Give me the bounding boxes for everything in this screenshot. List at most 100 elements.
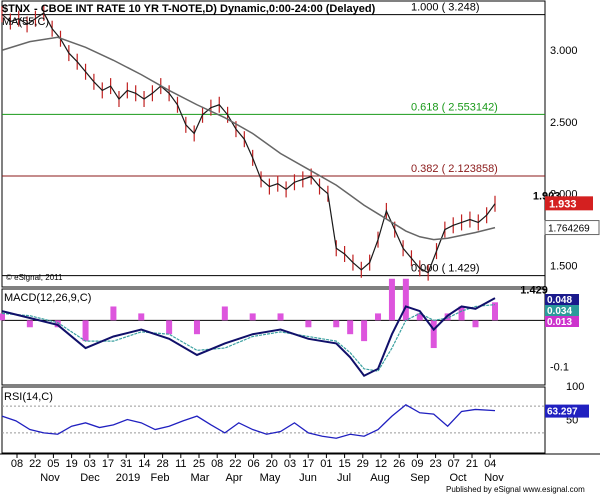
copyright-label: © eSignal, 2011 <box>6 273 63 282</box>
price-panel-frame <box>1 0 546 288</box>
fib-level-label: 0.382 ( 2.123858) <box>411 163 498 175</box>
x-month-label: May <box>260 472 281 484</box>
macd-last-box <box>545 316 579 327</box>
macd-last-box <box>545 305 579 316</box>
x-tick-label: 19 <box>65 458 77 470</box>
macd-histogram-bar <box>402 278 409 321</box>
macd-line <box>1 297 496 378</box>
macd-histogram-bar <box>388 278 395 321</box>
x-tick-label: 15 <box>338 458 350 470</box>
fib-level-label: 0.618 ( 2.553142) <box>411 101 498 113</box>
macd-last-label: 0.034 <box>547 306 572 317</box>
price-y-tick-label: 3.000 <box>550 45 578 57</box>
ma-label: MA(55,C) <box>2 16 50 28</box>
macd-histogram-bar <box>430 320 437 349</box>
macd-panel-frame <box>1 288 546 386</box>
x-tick-label: 25 <box>193 458 205 470</box>
x-tick-label: 04 <box>484 458 496 470</box>
x-tick-label: 01 <box>320 458 332 470</box>
macd-histogram-bar <box>375 313 382 321</box>
macd-histogram-bar <box>26 320 33 328</box>
x-tick-label: 31 <box>120 458 132 470</box>
macd-histogram-bar <box>333 320 340 328</box>
rsi-line <box>1 403 496 439</box>
x-month-label: Nov <box>484 472 504 484</box>
x-month-label: Feb <box>151 472 170 484</box>
x-tick-label: 11 <box>175 458 186 470</box>
macd-histogram-bar <box>472 320 479 328</box>
x-tick-label: 22 <box>29 458 41 470</box>
macd-last-label: 0.013 <box>547 317 572 328</box>
x-month-label: Jun <box>299 472 317 484</box>
macd-y-tick-label: -0.1 <box>550 362 569 374</box>
macd-histogram-bar <box>138 313 145 321</box>
rsi-last-label: 63.297 <box>547 407 578 418</box>
macd-histogram-bar <box>458 306 465 321</box>
ma-line <box>1 36 496 241</box>
fib-level-label: 1.000 ( 3.248) <box>411 2 480 14</box>
macd-histogram-bar <box>305 320 312 328</box>
last-close-label: 1.933 <box>549 198 577 210</box>
x-tick-label: 28 <box>156 458 168 470</box>
macd-last-box <box>545 294 579 305</box>
x-tick-label: 09 <box>411 458 423 470</box>
x-tick-label: 21 <box>466 458 478 470</box>
x-tick-label: 17 <box>102 458 114 470</box>
macd-title: MACD(12,26,9,C) <box>4 292 91 304</box>
x-tick-label: 05 <box>47 458 59 470</box>
x-month-label: Jul <box>337 472 351 484</box>
x-month-label: Apr <box>225 472 242 484</box>
x-tick-label: 22 <box>229 458 241 470</box>
macd-histogram-bar <box>492 302 498 321</box>
x-month-label: Sep <box>410 472 430 484</box>
x-month-label: Dec <box>80 472 100 484</box>
chart-title: - CBOE INT RATE 10 YR T-NOTE,D) Dynamic,… <box>34 3 376 15</box>
macd-histogram-bar <box>82 320 89 342</box>
rsi-last-box <box>545 404 589 418</box>
macd-last-label: 0.048 <box>547 295 572 306</box>
x-tick-label: 12 <box>375 458 387 470</box>
rsi-panel-frame <box>1 386 546 454</box>
x-tick-label: 26 <box>393 458 405 470</box>
macd-histogram-bar <box>221 306 228 321</box>
x-tick-label: 07 <box>448 458 460 470</box>
last-ma-box <box>544 220 600 236</box>
x-tick-label: 17 <box>302 458 314 470</box>
macd-histogram-bar <box>361 320 368 342</box>
x-month-label: Aug <box>370 472 390 484</box>
x-tick-label: 14 <box>138 458 150 470</box>
macd-histogram-bar <box>416 313 423 321</box>
x-tick-label: 23 <box>429 458 441 470</box>
rsi-title: RSI(14,C) <box>4 391 53 403</box>
x-tick-label: 06 <box>247 458 259 470</box>
x-tick-label: 03 <box>84 458 96 470</box>
last-close-box <box>545 196 593 211</box>
footer-label: Published by eSignal www.esignal.com <box>446 485 585 494</box>
macd-histogram-bar <box>0 313 5 321</box>
price-y-tick-label: 2.500 <box>550 117 578 129</box>
x-tick-label: 03 <box>284 458 296 470</box>
macd-histogram-bar <box>54 320 61 328</box>
last-ma-label: 1.764269 <box>548 224 590 235</box>
macd-histogram-bar <box>166 320 173 335</box>
macd-histogram-bar <box>277 313 284 321</box>
macd-histogram-bar <box>110 306 117 321</box>
x-tick-label: 29 <box>357 458 369 470</box>
x-month-label: Oct <box>449 472 466 484</box>
x-tick-label: 08 <box>11 458 23 470</box>
x-month-label: Nov <box>40 472 60 484</box>
price-annotation: 1.429 <box>520 285 548 297</box>
x-tick-label: 08 <box>211 458 223 470</box>
x-month-label: 2019 <box>116 472 140 484</box>
price-y-tick-label: 1.500 <box>550 260 578 272</box>
macd-histogram-bar <box>347 320 354 335</box>
macd-histogram-bar <box>193 320 200 335</box>
symbol-tag: $TNX <box>2 3 31 15</box>
x-tick-label: 20 <box>266 458 278 470</box>
rsi-y-tick-label: 100 <box>566 381 584 393</box>
price-close-line <box>1 12 496 274</box>
x-month-label: Mar <box>191 472 210 484</box>
macd-histogram-bar <box>249 313 256 321</box>
